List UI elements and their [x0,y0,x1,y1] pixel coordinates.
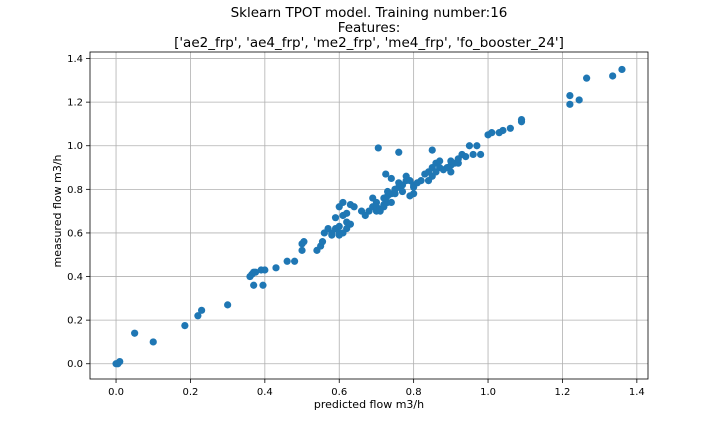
data-point [417,177,425,185]
data-point [406,192,414,200]
data-point [488,129,496,137]
data-point [114,360,122,368]
x-tick-label: 1.0 [480,387,496,398]
data-point [318,238,327,246]
data-point [339,198,347,207]
chart-title: Sklearn TPOT model. Training number:16 F… [174,5,564,51]
data-point [447,168,455,176]
data-point [181,321,189,330]
data-point [517,115,526,124]
data-point [618,65,626,74]
data-point [272,264,280,272]
y-tick-label: 1.0 [67,141,83,152]
data-point [194,312,202,320]
data-point [259,281,267,289]
data-point [261,266,269,274]
data-point [198,306,206,314]
grid [90,52,648,379]
data-point [335,231,343,239]
data-point [387,198,395,207]
y-tick-label: 0.6 [67,228,83,239]
x-tick-label: 0.0 [108,387,124,398]
y-tick-label: 0.4 [67,272,83,283]
data-point [131,329,139,337]
data-point [424,177,433,185]
data-point [251,268,260,276]
data-point [566,100,574,108]
data-point [566,92,574,100]
x-tick-label: 0.2 [182,387,198,398]
plot-frame [89,51,649,380]
y-tick-label: 0.8 [67,185,83,196]
data-point [374,144,382,152]
y-axis-label: measured flow m3/h [51,154,64,267]
data-point [369,194,377,202]
data-point [575,96,583,104]
data-point [335,222,343,230]
x-tick-label: 1.4 [629,387,645,398]
x-axis-label: predicted flow m3/h [314,398,424,411]
title-line-2: Features: [338,20,401,36]
data-point [469,150,477,159]
y-tick-label: 0.2 [67,316,83,327]
data-point [149,338,157,346]
data-point [391,185,399,193]
data-point [298,246,306,254]
data-point [609,72,617,80]
data-point [477,150,485,159]
title-line-1: Sklearn TPOT model. Training number:16 [231,5,508,21]
data-point [387,174,395,183]
y-tick-label: 0.0 [67,359,83,370]
x-tick-label: 0.6 [331,387,347,398]
data-point [473,142,481,150]
data-point [398,187,407,196]
data-point [380,201,388,209]
x-tick-label: 1.2 [554,387,570,398]
data-point [583,74,591,82]
data-point [382,170,390,178]
data-point [300,238,308,246]
data-point [343,209,351,217]
data-point [224,301,232,309]
data-point [436,157,444,165]
data-point [384,187,392,196]
data-points [112,65,626,368]
data-point [283,257,291,265]
x-tick-label: 0.8 [406,387,422,398]
y-tick-label: 1.2 [67,98,83,109]
data-point [250,281,258,289]
data-point [331,214,340,222]
data-point [454,155,462,163]
data-point [428,146,436,154]
data-point [499,126,507,135]
x-tick-label: 0.4 [257,387,273,398]
y-tick-label: 1.4 [67,54,83,65]
axis-ticks: 0.0 0.2 0.4 0.6 0.8 1.0 1.2 1.4 0.0 0.2 0.4 0.6 0.8 1… [67,54,645,398]
data-point [462,153,470,161]
data-point [395,148,403,156]
data-point [506,124,514,132]
data-point [465,142,474,150]
title-line-3: ['ae2_frp', 'ae4_frp', 'me2_frp', 'me4_f… [174,35,564,51]
data-point [350,203,358,211]
data-point [291,257,299,265]
